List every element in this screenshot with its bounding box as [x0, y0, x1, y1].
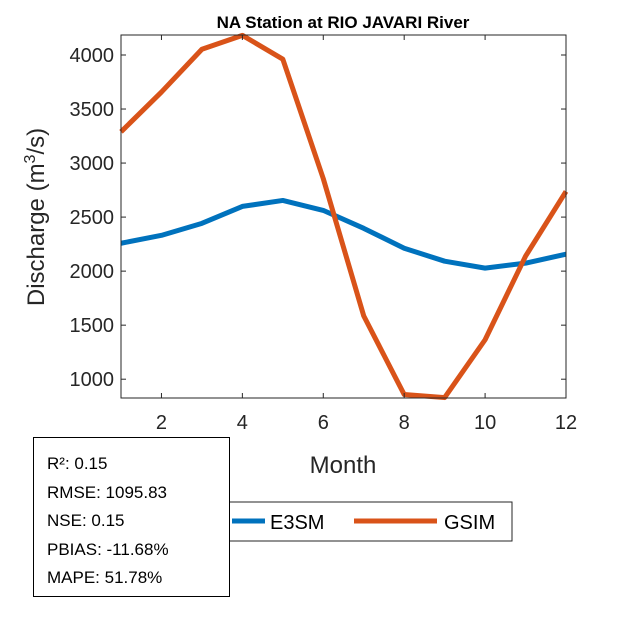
legend-label-e3sm: E3SM	[270, 512, 324, 534]
stat-rmse: RMSE: 1095.83	[47, 482, 168, 502]
stat-mape: MAPE: 51.78%	[47, 568, 163, 587]
y-axis-label: Discharge (m3/s)	[22, 128, 50, 306]
x-axis-label: Month	[310, 452, 377, 479]
x-tick-label: 8	[399, 412, 410, 434]
y-tick-label: 1000	[70, 369, 115, 391]
series-line-gsim	[119, 32, 569, 401]
legend-label-gsim: GSIM	[444, 512, 495, 534]
x-tick-label: 2	[156, 412, 167, 434]
x-tick-label: 6	[318, 412, 329, 434]
legend: E3SM GSIM	[199, 501, 513, 542]
y-tick-label: 1500	[70, 315, 115, 337]
plot-area	[121, 35, 566, 398]
y-tick-label: 2500	[70, 207, 115, 229]
chart-title: NA Station at RIO JAVARI River	[217, 13, 470, 32]
stat-r2: R²: 0.15	[47, 454, 108, 473]
stat-pbias: PBIAS: -11.68%	[47, 539, 169, 559]
y-tick-label: 3500	[70, 99, 115, 121]
stat-nse: NSE: 0.15	[47, 511, 125, 530]
y-tick-label: 4000	[70, 45, 115, 67]
plot-frame	[120, 34, 567, 399]
stats-box: R²: 0.15 RMSE: 1095.83 NSE: 0.15 PBIAS: …	[33, 437, 230, 597]
x-tick-label: 10	[474, 412, 496, 434]
x-tick-label: 4	[237, 412, 248, 434]
y-tick-label: 2000	[70, 261, 115, 283]
y-tick-label: 3000	[70, 153, 115, 175]
series-line-e3sm	[120, 197, 567, 271]
x-tick-label: 12	[555, 412, 577, 434]
